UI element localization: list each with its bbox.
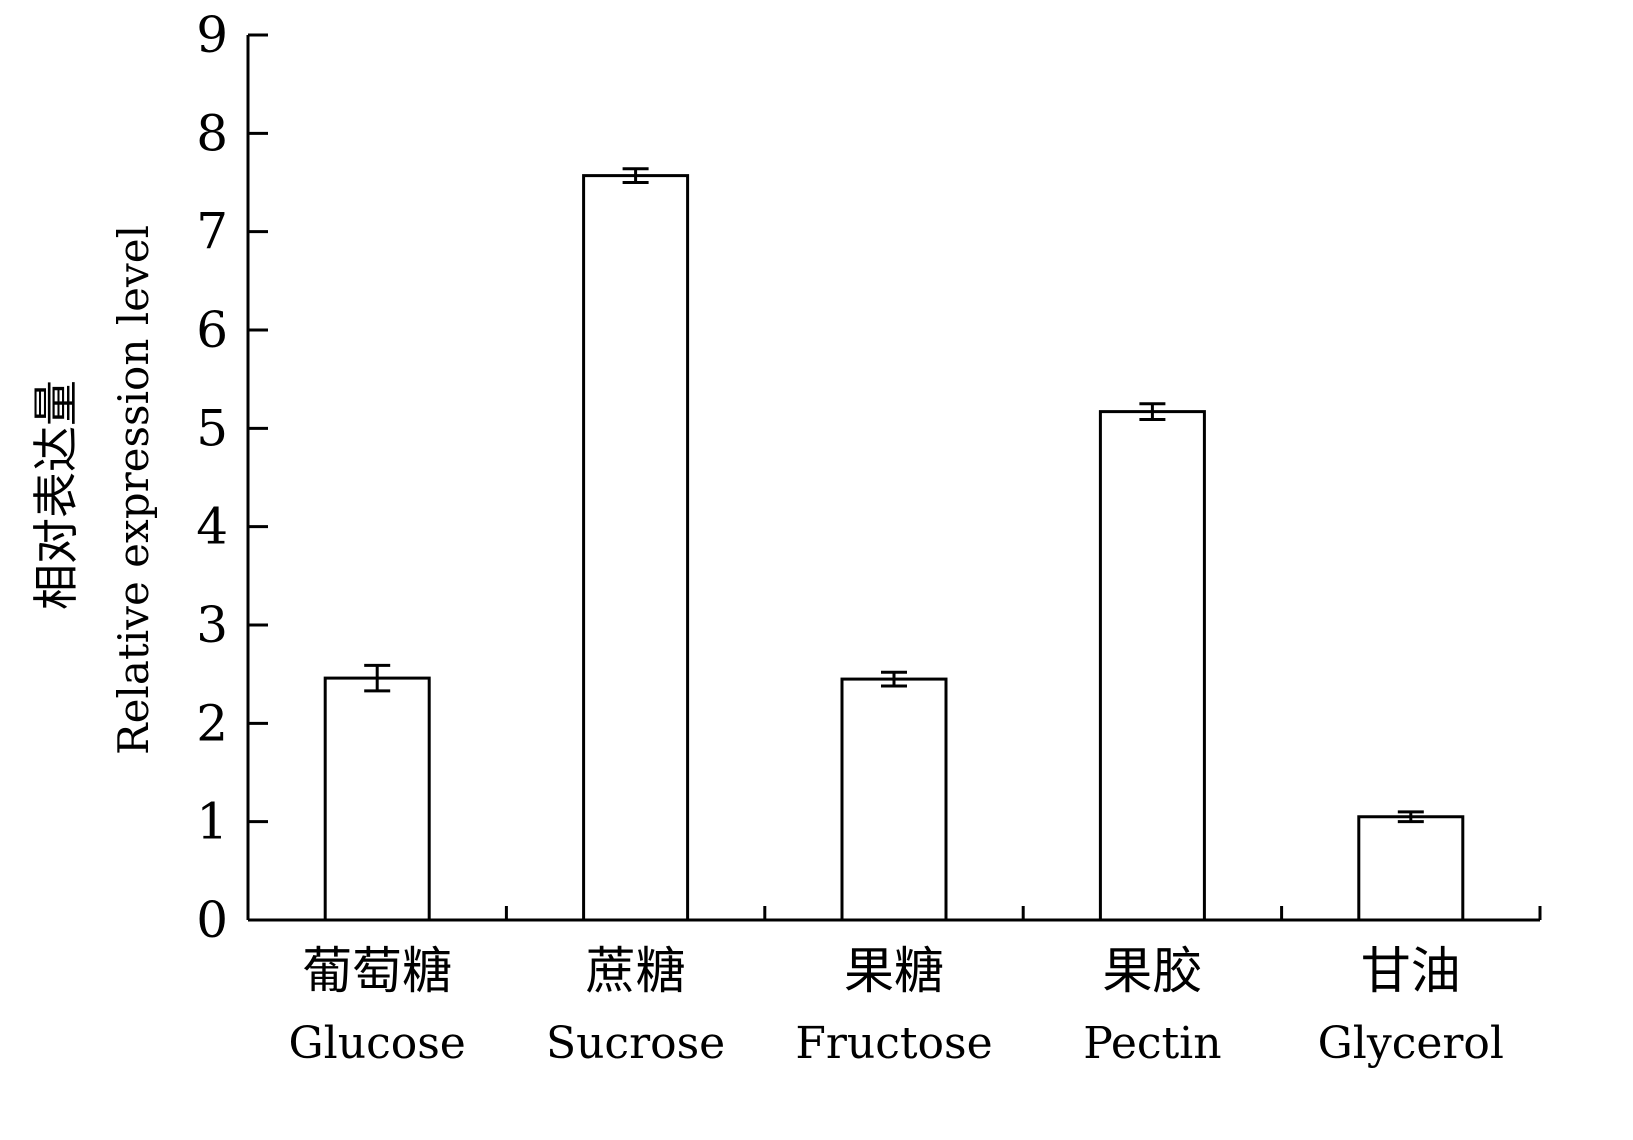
x-tick-label-en: Pectin	[1083, 1018, 1221, 1069]
y-tick-label: 0	[196, 891, 228, 949]
bar	[1098, 410, 1206, 922]
x-tick-label-cn: 甘油	[1361, 942, 1461, 1000]
y-axis-label-cn: 相对表达量	[29, 380, 83, 610]
y-tick-label: 7	[196, 203, 228, 261]
y-axis-label-en: Relative expression level	[109, 225, 158, 755]
axes	[246, 33, 1542, 922]
y-tick-label: 4	[196, 498, 228, 556]
x-tick-label-en: Glycerol	[1318, 1018, 1504, 1069]
labels: 0 1 2 3 4 5 6 7 8 9 葡萄糖 Glucose 蔗糖 Sucrose 果糖 Fructose 果…	[196, 6, 1504, 1069]
x-tick-label-cn: 果胶	[1102, 942, 1202, 1000]
y-tick-label: 5	[196, 399, 228, 457]
x-tick-label-cn: 蔗糖	[586, 942, 686, 1000]
x-tick-label-en: Sucrose	[546, 1018, 725, 1069]
bar	[323, 676, 431, 922]
y-tick-label: 9	[196, 6, 228, 64]
bar	[1357, 815, 1465, 922]
y-tick-label: 8	[196, 104, 228, 162]
y-axis-label-group: 相对表达量 Relative expression level	[29, 225, 158, 755]
y-tick-label: 1	[196, 793, 228, 851]
y-tick-label: 3	[196, 596, 228, 654]
x-tick-label-en: Fructose	[795, 1018, 992, 1069]
x-tick-label-cn: 果糖	[844, 942, 944, 1000]
y-tick-label: 6	[196, 301, 228, 359]
bars	[323, 167, 1465, 922]
bar	[840, 677, 948, 922]
x-tick-label-en: Glucose	[289, 1018, 466, 1069]
x-tick-label-cn: 葡萄糖	[302, 942, 452, 1000]
bar	[582, 174, 690, 922]
y-tick-label: 2	[196, 694, 228, 752]
